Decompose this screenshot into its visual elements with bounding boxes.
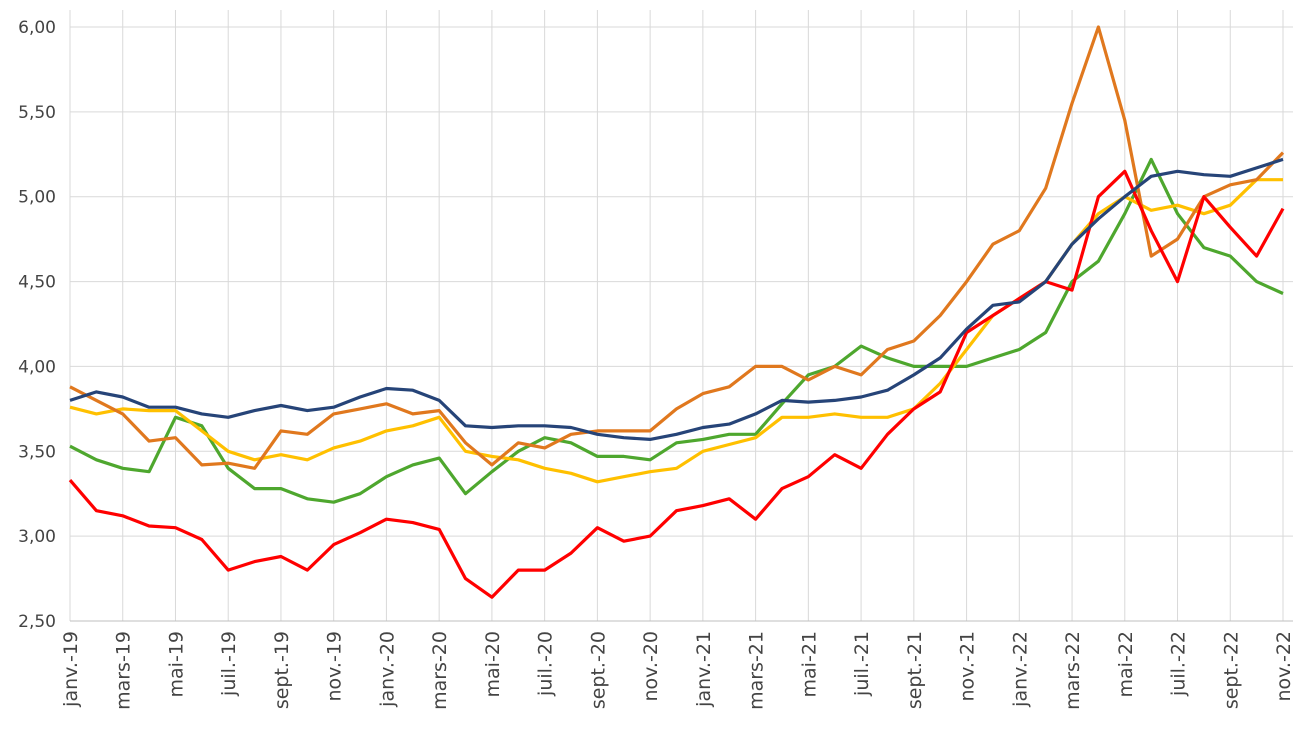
- x-tick-label: juil.-22: [1168, 631, 1190, 697]
- y-tick-label: 6,00: [18, 18, 56, 38]
- x-tick-label: mai-20: [482, 631, 504, 697]
- x-tick-label: mars-22: [1062, 631, 1084, 710]
- series-line: [68, 169, 1285, 599]
- x-tick-label: janv.-20: [376, 631, 398, 708]
- x-tick-label: janv.-19: [60, 631, 82, 708]
- x-tick-label: janv.-22: [1009, 631, 1031, 708]
- y-tick-label: 4,00: [18, 357, 56, 377]
- x-tick-label: juil.-20: [535, 631, 557, 697]
- x-tick-label: nov.-20: [640, 631, 662, 702]
- series-line: [69, 157, 1284, 441]
- y-tick-label: 4,50: [18, 273, 56, 293]
- x-tick-label: mars-21: [746, 631, 768, 710]
- x-tick-label: mars-20: [429, 631, 451, 710]
- x-tick-label: juil.-19: [218, 631, 240, 697]
- y-tick-label: 5,00: [18, 188, 56, 208]
- series-line: [69, 25, 1285, 470]
- x-tick-label: janv.-21: [693, 631, 715, 708]
- x-tick-label: sept.-21: [904, 631, 926, 709]
- x-tick-label: nov.-19: [324, 631, 346, 702]
- series-line: [69, 157, 1284, 504]
- x-tick-label: juil.-21: [851, 631, 873, 697]
- x-tick-label: nov.-22: [1273, 631, 1295, 702]
- series-line: [69, 178, 1283, 484]
- x-tick-label: mars-19: [113, 631, 135, 710]
- x-tick-label: sept.-20: [587, 631, 609, 709]
- y-tick-label: 3,00: [18, 527, 56, 547]
- y-tick-label: 2,50: [18, 612, 56, 632]
- x-tick-label: nov.-21: [957, 631, 979, 702]
- y-tick-label: 5,50: [18, 103, 56, 123]
- x-tick-label: mai-19: [165, 631, 187, 697]
- x-tick-label: mai-21: [798, 631, 820, 697]
- x-tick-label: sept.-22: [1220, 631, 1242, 709]
- y-tick-label: 3,50: [18, 442, 56, 462]
- x-tick-label: mai-22: [1115, 631, 1137, 697]
- x-tick-label: sept.-19: [271, 631, 293, 709]
